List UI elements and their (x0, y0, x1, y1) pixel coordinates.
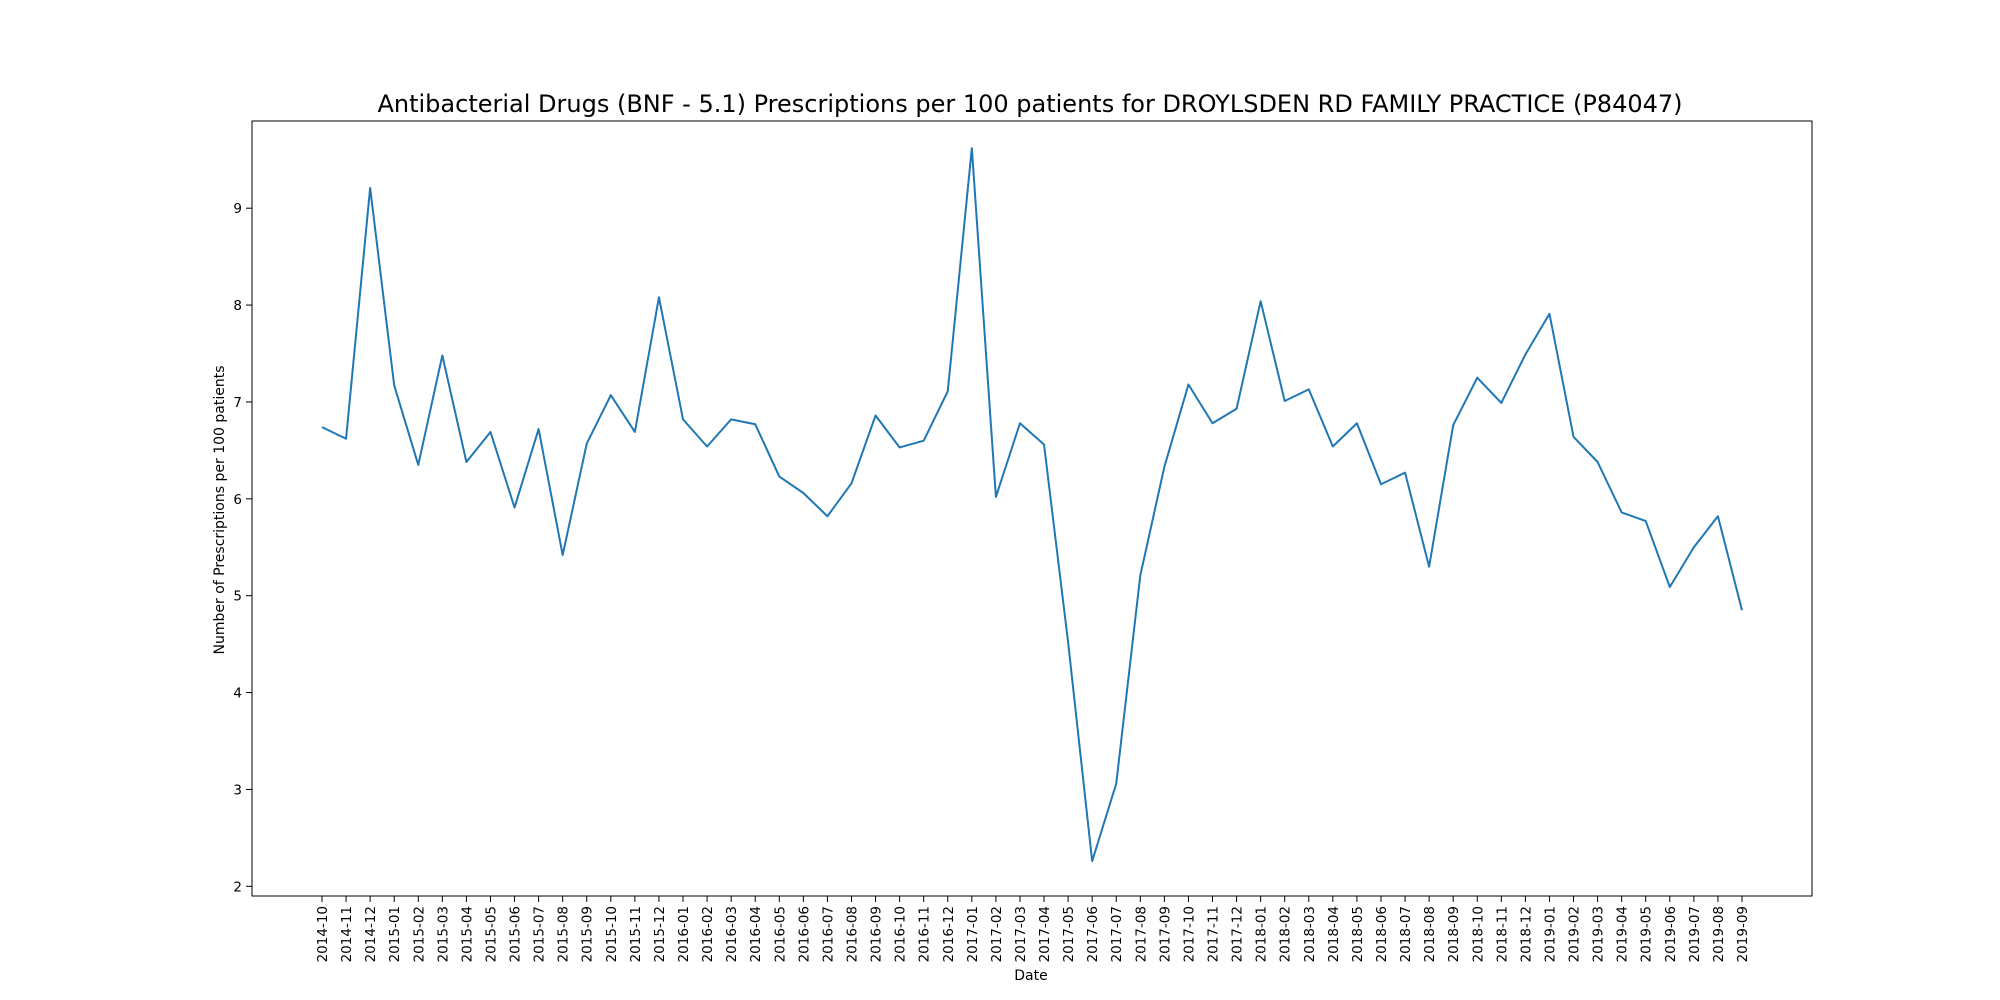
x-tick-label: 2015-02 (411, 906, 427, 962)
x-tick-label: 2016-04 (748, 906, 764, 962)
x-tick-label: 2019-09 (1735, 906, 1751, 962)
x-tick-label: 2015-12 (652, 906, 668, 962)
x-axis: 2014-10 2014-11 2014-12 2015-01 2015-02 2015-… (315, 896, 1751, 962)
x-tick-label: 2018-08 (1422, 906, 1438, 962)
x-tick-label: 2017-04 (1037, 906, 1053, 962)
x-tick-label: 2015-04 (459, 906, 475, 962)
y-tick-label: 3 (233, 782, 242, 798)
x-tick-label: 2019-03 (1591, 906, 1607, 962)
x-tick-label: 2017-07 (1109, 906, 1125, 962)
x-tick-label: 2018-10 (1470, 906, 1486, 962)
y-tick-label: 5 (233, 589, 242, 605)
x-tick-label: 2017-10 (1181, 906, 1197, 962)
x-tick-label: 2019-06 (1663, 906, 1679, 962)
x-tick-label: 2017-01 (965, 906, 981, 962)
x-tick-label: 2016-12 (941, 906, 957, 962)
x-tick-label: 2018-05 (1350, 906, 1366, 962)
x-tick-label: 2014-12 (363, 906, 379, 962)
x-tick-label: 2014-11 (339, 906, 355, 962)
x-tick-label: 2017-05 (1061, 906, 1077, 962)
x-tick-label: 2015-08 (556, 906, 572, 962)
x-tick-label: 2015-01 (387, 906, 403, 962)
x-tick-label: 2019-05 (1639, 906, 1655, 962)
x-tick-label: 2015-07 (532, 906, 548, 962)
x-tick-label: 2019-07 (1687, 906, 1703, 962)
x-tick-label: 2015-09 (580, 906, 596, 962)
x-tick-label: 2018-12 (1518, 906, 1534, 962)
x-tick-label: 2018-06 (1374, 906, 1390, 962)
x-tick-label: 2014-10 (315, 906, 331, 962)
x-tick-label: 2016-08 (844, 906, 860, 962)
x-tick-label: 2019-08 (1711, 906, 1727, 962)
x-tick-label: 2019-01 (1542, 906, 1558, 962)
x-tick-label: 2018-11 (1494, 906, 1510, 962)
x-tick-label: 2016-03 (724, 906, 740, 962)
x-tick-label: 2017-03 (1013, 906, 1029, 962)
x-tick-label: 2019-02 (1567, 906, 1583, 962)
y-tick-label: 2 (233, 879, 242, 895)
x-tick-label: 2018-09 (1446, 906, 1462, 962)
x-tick-label: 2017-11 (1206, 906, 1222, 962)
x-tick-label: 2019-04 (1615, 906, 1631, 962)
plot-frame (251, 120, 1813, 897)
x-tick-label: 2016-10 (893, 906, 909, 962)
x-tick-label: 2017-12 (1230, 906, 1246, 962)
x-tick-label: 2016-07 (820, 906, 836, 962)
x-tick-label: 2018-07 (1398, 906, 1414, 962)
x-axis-label: Date (1014, 968, 1047, 984)
y-axis-label: Number of Prescriptions per 100 patients (212, 366, 228, 655)
plot-area (251, 120, 1813, 897)
x-tick-label: 2016-05 (772, 906, 788, 962)
y-tick-label: 9 (233, 201, 242, 217)
y-axis: 2 3 4 5 6 7 8 9 (233, 201, 252, 895)
x-tick-label: 2017-06 (1085, 906, 1101, 962)
x-tick-label: 2016-06 (796, 906, 812, 962)
y-tick-label: 6 (233, 492, 242, 508)
x-tick-label: 2017-02 (989, 906, 1005, 962)
x-tick-label: 2018-04 (1326, 906, 1342, 962)
x-tick-label: 2015-05 (483, 906, 499, 962)
x-tick-label: 2016-02 (700, 906, 716, 962)
y-tick-label: 8 (233, 298, 242, 314)
y-tick-label: 7 (233, 395, 242, 411)
x-tick-label: 2017-09 (1157, 906, 1173, 962)
x-tick-label: 2017-08 (1133, 906, 1149, 962)
x-tick-label: 2015-06 (508, 906, 524, 962)
x-tick-label: 2016-09 (869, 906, 885, 962)
x-tick-label: 2016-01 (676, 906, 692, 962)
x-tick-label: 2015-11 (628, 906, 644, 962)
x-tick-label: 2018-01 (1254, 906, 1270, 962)
y-tick-label: 4 (233, 686, 242, 702)
x-tick-label: 2018-02 (1278, 906, 1294, 962)
x-tick-label: 2015-03 (435, 906, 451, 962)
x-tick-label: 2018-03 (1302, 906, 1318, 962)
x-tick-label: 2016-11 (917, 906, 933, 962)
x-tick-label: 2015-10 (604, 906, 620, 962)
chart-title: Antibacterial Drugs (BNF - 5.1) Prescrip… (377, 90, 1682, 118)
series-line (321, 147, 1743, 863)
